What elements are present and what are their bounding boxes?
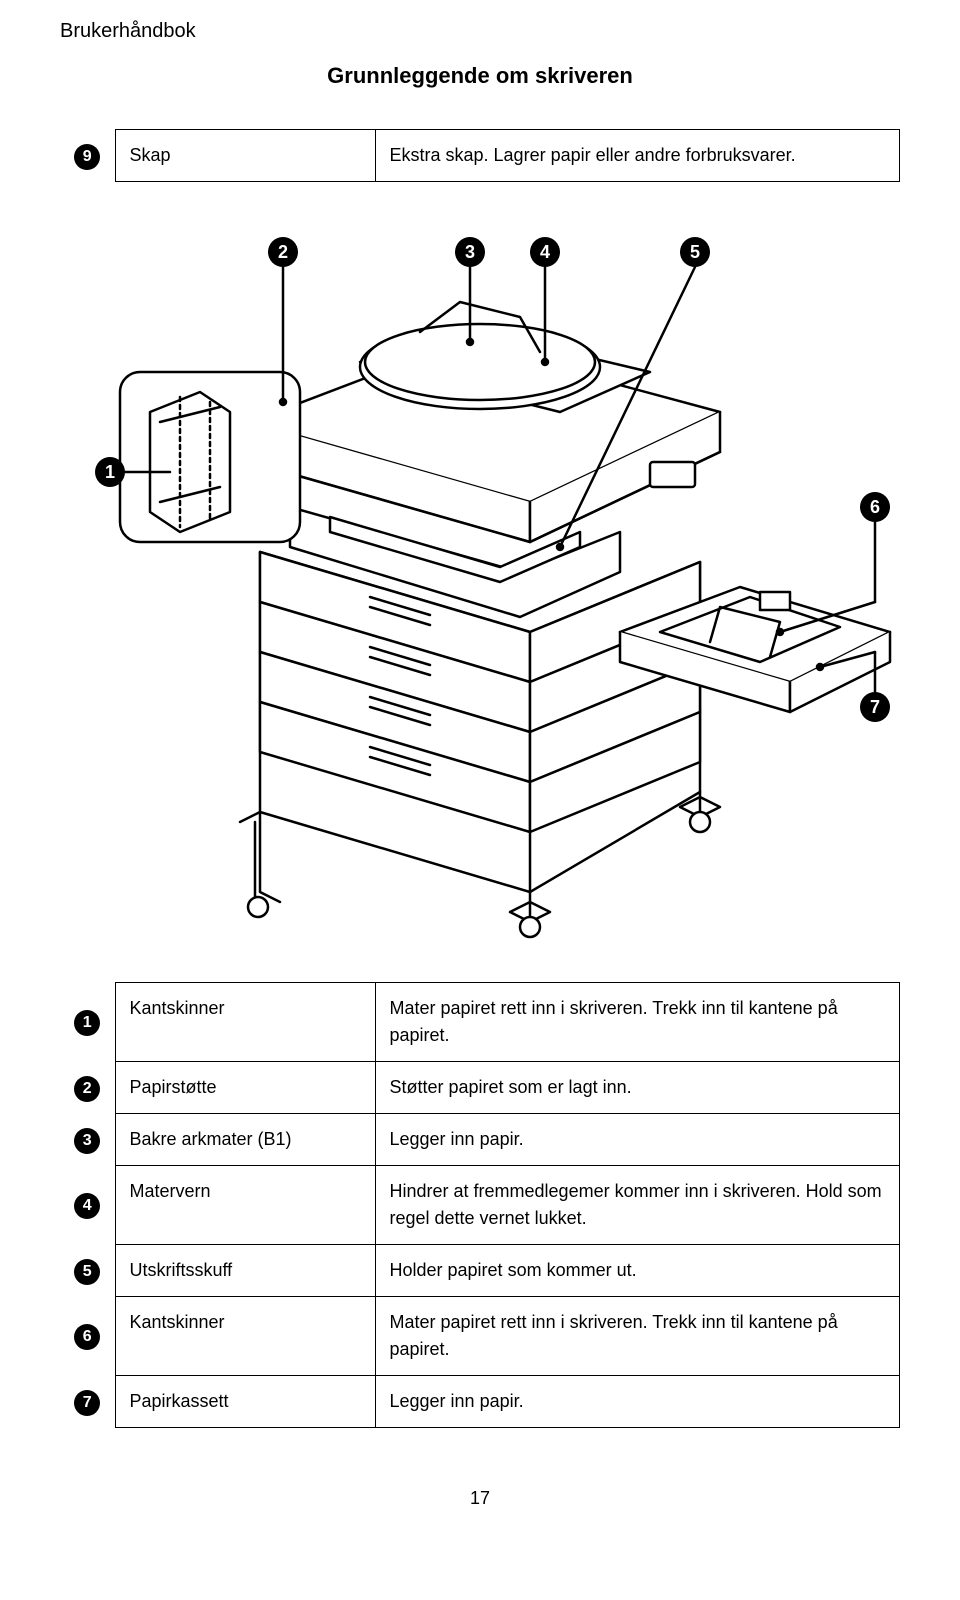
num-badge: 3 xyxy=(74,1128,100,1154)
callout-badge: 6 xyxy=(860,492,890,522)
num-badge: 2 xyxy=(74,1076,100,1102)
row-name-cell: Kantskinner xyxy=(115,983,375,1062)
row-name-cell: Papirstøtte xyxy=(115,1062,375,1114)
row-name-cell: Papirkassett xyxy=(115,1376,375,1428)
table-row: 7 Papirkassett Legger inn papir. xyxy=(60,1376,900,1428)
row-name-cell: Utskriftsskuff xyxy=(115,1245,375,1297)
section-title: Grunnleggende om skriveren xyxy=(60,63,900,89)
row-desc-cell: Ekstra skap. Lagrer papir eller andre fo… xyxy=(375,130,900,182)
row-num-cell: 1 xyxy=(60,983,115,1062)
row-name-cell: Skap xyxy=(115,130,375,182)
row-desc-cell: Holder papiret som kommer ut. xyxy=(375,1245,900,1297)
row-num-cell: 4 xyxy=(60,1166,115,1245)
num-badge: 7 xyxy=(74,1390,100,1416)
printer-diagram: 1 2 3 4 5 6 7 xyxy=(60,212,900,942)
table-row: 1 Kantskinner Mater papiret rett inn i s… xyxy=(60,983,900,1062)
row-name-cell: Bakre arkmater (B1) xyxy=(115,1114,375,1166)
num-badge: 6 xyxy=(74,1324,100,1350)
num-badge: 4 xyxy=(74,1193,100,1219)
callout-badge: 2 xyxy=(268,237,298,267)
bottom-parts-table: 1 Kantskinner Mater papiret rett inn i s… xyxy=(60,982,900,1428)
row-desc-cell: Legger inn papir. xyxy=(375,1114,900,1166)
table-row: 5 Utskriftsskuff Holder papiret som komm… xyxy=(60,1245,900,1297)
callout-badge: 5 xyxy=(680,237,710,267)
table-row: 6 Kantskinner Mater papiret rett inn i s… xyxy=(60,1297,900,1376)
row-num-cell: 6 xyxy=(60,1297,115,1376)
row-num-cell: 5 xyxy=(60,1245,115,1297)
row-name-cell: Kantskinner xyxy=(115,1297,375,1376)
row-desc-cell: Mater papiret rett inn i skriveren. Trek… xyxy=(375,983,900,1062)
row-num-cell: 3 xyxy=(60,1114,115,1166)
top-parts-table: 9 Skap Ekstra skap. Lagrer papir eller a… xyxy=(60,129,900,182)
callout-badge: 3 xyxy=(455,237,485,267)
printer-svg xyxy=(60,212,900,942)
table-row: 4 Matervern Hindrer at fremmedlegemer ko… xyxy=(60,1166,900,1245)
num-badge: 1 xyxy=(74,1010,100,1036)
table-row: 2 Papirstøtte Støtter papiret som er lag… xyxy=(60,1062,900,1114)
num-badge: 5 xyxy=(74,1259,100,1285)
callout-badge: 1 xyxy=(95,457,125,487)
row-desc-cell: Mater papiret rett inn i skriveren. Trek… xyxy=(375,1297,900,1376)
callout-badge: 7 xyxy=(860,692,890,722)
row-desc-cell: Støtter papiret som er lagt inn. xyxy=(375,1062,900,1114)
doc-title: Brukerhåndbok xyxy=(60,20,900,43)
page: Brukerhåndbok Grunnleggende om skriveren… xyxy=(0,0,960,1549)
row-num-cell: 9 xyxy=(60,130,115,182)
row-num-cell: 2 xyxy=(60,1062,115,1114)
callout-badge: 4 xyxy=(530,237,560,267)
table-row: 9 Skap Ekstra skap. Lagrer papir eller a… xyxy=(60,130,900,182)
num-badge: 9 xyxy=(74,144,100,170)
row-num-cell: 7 xyxy=(60,1376,115,1428)
table-row: 3 Bakre arkmater (B1) Legger inn papir. xyxy=(60,1114,900,1166)
row-desc-cell: Hindrer at fremmedlegemer kommer inn i s… xyxy=(375,1166,900,1245)
page-number: 17 xyxy=(60,1488,900,1509)
row-name-cell: Matervern xyxy=(115,1166,375,1245)
row-desc-cell: Legger inn papir. xyxy=(375,1376,900,1428)
